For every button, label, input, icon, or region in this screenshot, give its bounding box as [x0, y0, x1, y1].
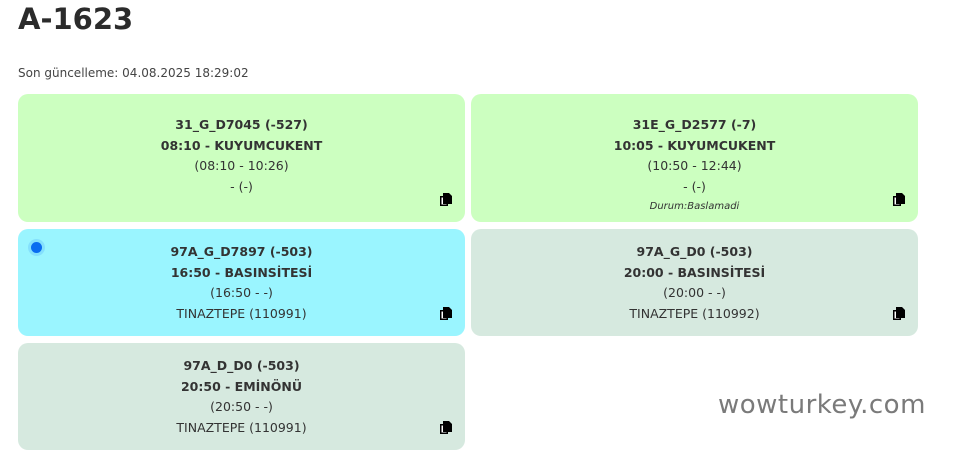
time-range: (20:50 - -) [210, 399, 273, 414]
status-text: Durum:Baslamadi [649, 201, 740, 212]
trip-card[interactable]: 31_G_D7045 (-527) 08:10 - KUYUMCUKENT (08:… [18, 94, 465, 222]
trip-card[interactable]: 97A_G_D7897 (-503) 16:50 - BASINSİTESİ (16… [18, 229, 465, 336]
trip-card[interactable]: 31E_G_D2577 (-7) 10:05 - KUYUMCUKENT (10:5… [471, 94, 918, 222]
driver: - (-) [230, 178, 253, 194]
trip-code: 31E_G_D2577 (-7) [632, 117, 757, 132]
active-indicator-icon [31, 242, 42, 253]
trip-code: 31_G_D7045 (-527) [175, 117, 308, 132]
copy-icon[interactable] [892, 306, 905, 320]
time-range: (10:50 - 12:44) [647, 158, 742, 173]
time-range: (20:00 - -) [663, 285, 726, 300]
driver: TINAZTEPE (110992) [629, 305, 760, 321]
departure: 20:50 - EMİNÖNÜ [180, 378, 302, 394]
last-updated: Son güncelleme: 04.08.2025 18:29:02 [18, 66, 249, 80]
departure: 08:10 - KUYUMCUKENT [160, 137, 323, 153]
driver: TINAZTEPE (110991) [176, 305, 307, 321]
trip-code: 97A_G_D7897 (-503) [170, 244, 313, 259]
trip-code: 97A_D_D0 (-503) [183, 358, 300, 373]
trip-card-grid: 31_G_D7045 (-527) 08:10 - KUYUMCUKENT (08:… [18, 94, 918, 450]
trip-card[interactable]: 97A_G_D0 (-503) 20:00 - BASINSİTESİ (20:00… [471, 229, 918, 336]
departure: 20:00 - BASINSİTESİ [623, 264, 766, 280]
copy-icon[interactable] [439, 420, 452, 434]
driver: TINAZTEPE (110991) [176, 419, 307, 435]
departure: 16:50 - BASINSİTESİ [170, 264, 313, 280]
copy-icon[interactable] [892, 192, 905, 206]
copy-icon[interactable] [439, 192, 452, 206]
page-title: A-1623 [18, 2, 134, 36]
departure: 10:05 - KUYUMCUKENT [613, 137, 776, 153]
trip-card[interactable]: 97A_D_D0 (-503) 20:50 - EMİNÖNÜ (20:50 - -… [18, 343, 465, 450]
time-range: (16:50 - -) [210, 285, 273, 300]
time-range: (08:10 - 10:26) [194, 158, 289, 173]
watermark: wowturkey.com [718, 390, 926, 420]
driver: - (-) [683, 178, 706, 194]
copy-icon[interactable] [439, 306, 452, 320]
trip-code: 97A_G_D0 (-503) [636, 244, 753, 259]
